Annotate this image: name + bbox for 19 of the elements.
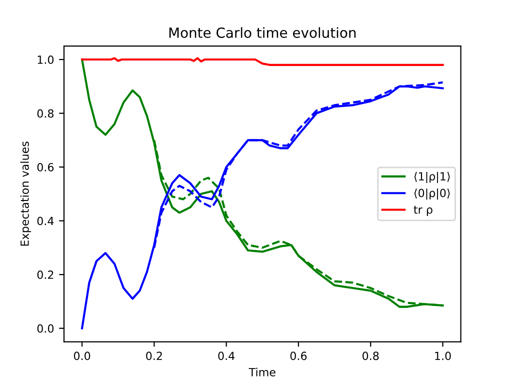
y-tick-label: 1.0: [38, 55, 54, 64]
y-tick-label: 0.0: [37, 324, 54, 333]
x-axis-title: Time: [248, 368, 276, 376]
legend-label: ⟨1|ρ|1⟩: [414, 172, 450, 183]
x-tick-label: 1.0: [435, 352, 451, 360]
y-tick-label: 0.2: [37, 270, 54, 279]
y-tick-label: 0.6: [37, 163, 54, 172]
x-tick-label: 0.6: [290, 352, 307, 360]
x-tick-label: 0.4: [218, 352, 235, 360]
y-tick-label: 0.4: [37, 216, 54, 226]
line-series: [80, 57, 444, 66]
x-tick-label: 0.8: [362, 352, 379, 360]
legend-label: tr ρ: [414, 206, 432, 216]
y-tick-label: 0.8: [37, 109, 54, 118]
y-axis-title: Expectation values: [20, 142, 32, 246]
legend-label: ⟨0|ρ|0⟩: [414, 188, 450, 200]
x-tick-label: 0.2: [146, 352, 162, 360]
chart-title: Monte Carlo time evolution: [169, 27, 356, 38]
x-tick-label: 0.0: [74, 352, 90, 360]
